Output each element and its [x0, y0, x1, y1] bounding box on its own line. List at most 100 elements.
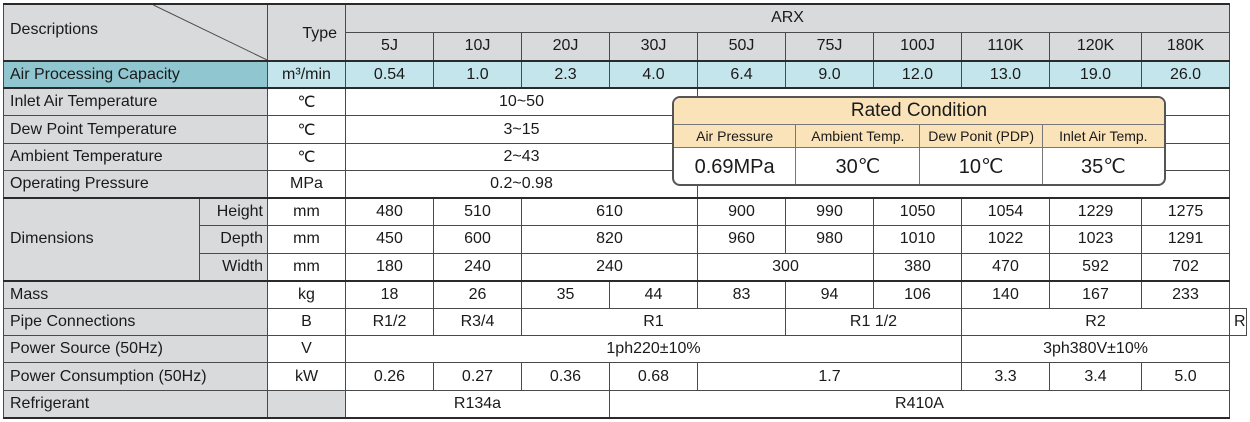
mass-row: Mass kg 18 26 35 44 83 94 106 140 167 23… — [3, 279, 1247, 309]
height-value: 1054 — [961, 197, 1050, 227]
operating-pressure-label: Operating Pressure — [3, 170, 268, 199]
mass-value: 83 — [697, 279, 786, 309]
depth-value: 600 — [433, 225, 522, 254]
height-value: 610 — [521, 197, 698, 227]
dimensions-height-label: Height — [199, 197, 268, 227]
depth-value: 1010 — [873, 225, 962, 254]
height-value: 510 — [433, 197, 522, 227]
ambient-temperature-value: 2~43 — [345, 142, 698, 172]
dew-point-temperature-value: 3~15 — [345, 115, 698, 144]
power-consumption-value: 0.27 — [433, 362, 522, 391]
dew-point-temperature-unit: ℃ — [267, 115, 346, 144]
mass-value: 18 — [345, 279, 434, 309]
depth-value: 820 — [521, 225, 698, 254]
mass-value: 44 — [609, 279, 698, 309]
inlet-air-temperature-label: Inlet Air Temperature — [3, 87, 268, 117]
mass-value: 233 — [1140, 279, 1231, 309]
descriptions-type-header: Descriptions — [3, 3, 268, 62]
dimensions-width-row: Width mm 180 240 240 300 380 470 592 702 — [4, 252, 1247, 282]
model-header: 30J — [609, 31, 698, 62]
air-processing-capacity-value: 0.54 — [345, 59, 434, 89]
height-value: 1229 — [1049, 197, 1142, 227]
air-processing-capacity-value: 4.0 — [609, 59, 698, 89]
mass-value: 35 — [521, 279, 610, 309]
inlet-air-temperature-value: 10~50 — [345, 87, 698, 117]
power-consumption-value: 0.36 — [521, 362, 610, 391]
dew-point-temperature-label: Dew Point Temperature — [3, 115, 268, 144]
power-source-value: 1ph220±10% — [345, 334, 962, 364]
pipe-connections-unit: B — [267, 307, 346, 336]
header-row-series: Descriptions Type ARX — [3, 2, 1247, 62]
width-value: 380 — [873, 252, 962, 282]
power-consumption-unit: kW — [267, 362, 346, 391]
operating-pressure-value: 0.2~0.98 — [345, 170, 698, 199]
width-value: 470 — [961, 252, 1050, 282]
dimensions-depth-label: Depth — [199, 225, 268, 254]
rated-condition-value: 30℃ — [796, 148, 921, 184]
model-header: 180K — [1140, 31, 1231, 62]
power-consumption-value: 5.0 — [1140, 362, 1231, 391]
mass-value: 140 — [961, 279, 1050, 309]
model-header: 110K — [961, 31, 1050, 62]
rated-condition-column: Ambient Temp. — [796, 125, 921, 147]
air-processing-capacity-value: 9.0 — [785, 59, 874, 89]
rated-condition-column: Dew Ponit (PDP) — [920, 125, 1043, 147]
dimensions-height-unit: mm — [267, 197, 346, 227]
height-value: 1050 — [873, 197, 962, 227]
air-processing-capacity-value: 13.0 — [961, 59, 1050, 89]
power-source-label: Power Source (50Hz) — [3, 334, 268, 364]
pipe-connection-value: R2 — [960, 307, 1231, 336]
model-header: 20J — [521, 31, 610, 62]
dimensions-width-label: Width — [199, 252, 268, 282]
width-value: 240 — [521, 252, 698, 282]
power-source-value: 3ph380V±10% — [960, 334, 1231, 364]
refrigerant-label: Refrigerant — [3, 389, 268, 419]
power-consumption-label: Power Consumption (50Hz) — [3, 362, 268, 391]
model-header: 50J — [697, 31, 786, 62]
mass-value: 26 — [433, 279, 522, 309]
mass-value: 94 — [785, 279, 874, 309]
height-value: 900 — [697, 197, 786, 227]
refrigerant-row: Refrigerant R134a R410A — [3, 389, 1247, 419]
model-header: 100J — [873, 31, 962, 62]
model-header: 10J — [433, 31, 522, 62]
mass-value: 106 — [873, 279, 962, 309]
rated-condition-column: Inlet Air Temp. — [1059, 128, 1148, 144]
width-value: 300 — [697, 252, 874, 282]
pipe-connection-value: R1/2 — [345, 307, 434, 336]
depth-value: 450 — [345, 225, 434, 254]
operating-pressure-unit: MPa — [267, 170, 346, 199]
power-consumption-value: 3.3 — [961, 362, 1050, 391]
refrigerant-value: R134a — [345, 389, 610, 419]
dimensions-label: Dimensions — [3, 197, 200, 282]
height-value: 480 — [345, 197, 434, 227]
rated-condition-values: 0.69MPa 30℃ 10℃ 35℃ — [674, 148, 1164, 184]
header-diagonal-line — [154, 5, 267, 60]
mass-value: 167 — [1049, 279, 1142, 309]
specification-table: Descriptions Type ARX 5J 10J 20J 30J 50J… — [3, 2, 1247, 419]
air-processing-capacity-value: 2.3 — [521, 59, 610, 89]
power-source-unit: V — [267, 334, 346, 364]
model-header: 5J — [345, 31, 434, 62]
rated-condition-title: Rated Condition — [674, 98, 1164, 125]
dimensions-depth-row: Depth mm 450 600 820 960 980 1010 1022 1… — [4, 225, 1247, 254]
dimensions-height-row: Dimensions Height mm 480 510 610 900 990… — [3, 197, 1247, 282]
power-source-row: Power Source (50Hz) V 1ph220±10% 3ph380V… — [3, 334, 1247, 364]
air-processing-capacity-value: 19.0 — [1049, 59, 1142, 89]
air-processing-capacity-label: Air Processing Capacity — [3, 59, 268, 89]
depth-value: 1022 — [961, 225, 1050, 254]
depth-value: 960 — [697, 225, 786, 254]
ambient-temperature-label: Ambient Temperature — [3, 142, 268, 172]
depth-value: 1291 — [1140, 225, 1231, 254]
rated-condition-value: 35℃ — [1081, 156, 1126, 178]
width-value: 702 — [1140, 252, 1231, 282]
pipe-connection-value: R1 1/2 — [785, 307, 962, 336]
height-value: 1275 — [1140, 197, 1231, 227]
air-processing-capacity-value: 26.0 — [1140, 59, 1231, 89]
model-header: 120K — [1049, 31, 1142, 62]
pipe-connections-label: Pipe Connections — [3, 307, 268, 336]
descriptions-header-label: Descriptions — [10, 21, 99, 38]
type-header-cell: Type — [267, 3, 346, 62]
rated-condition-columns: Air Pressure Ambient Temp. Dew Ponit (PD… — [674, 125, 1164, 148]
rated-condition-value: 0.69MPa — [674, 148, 797, 184]
